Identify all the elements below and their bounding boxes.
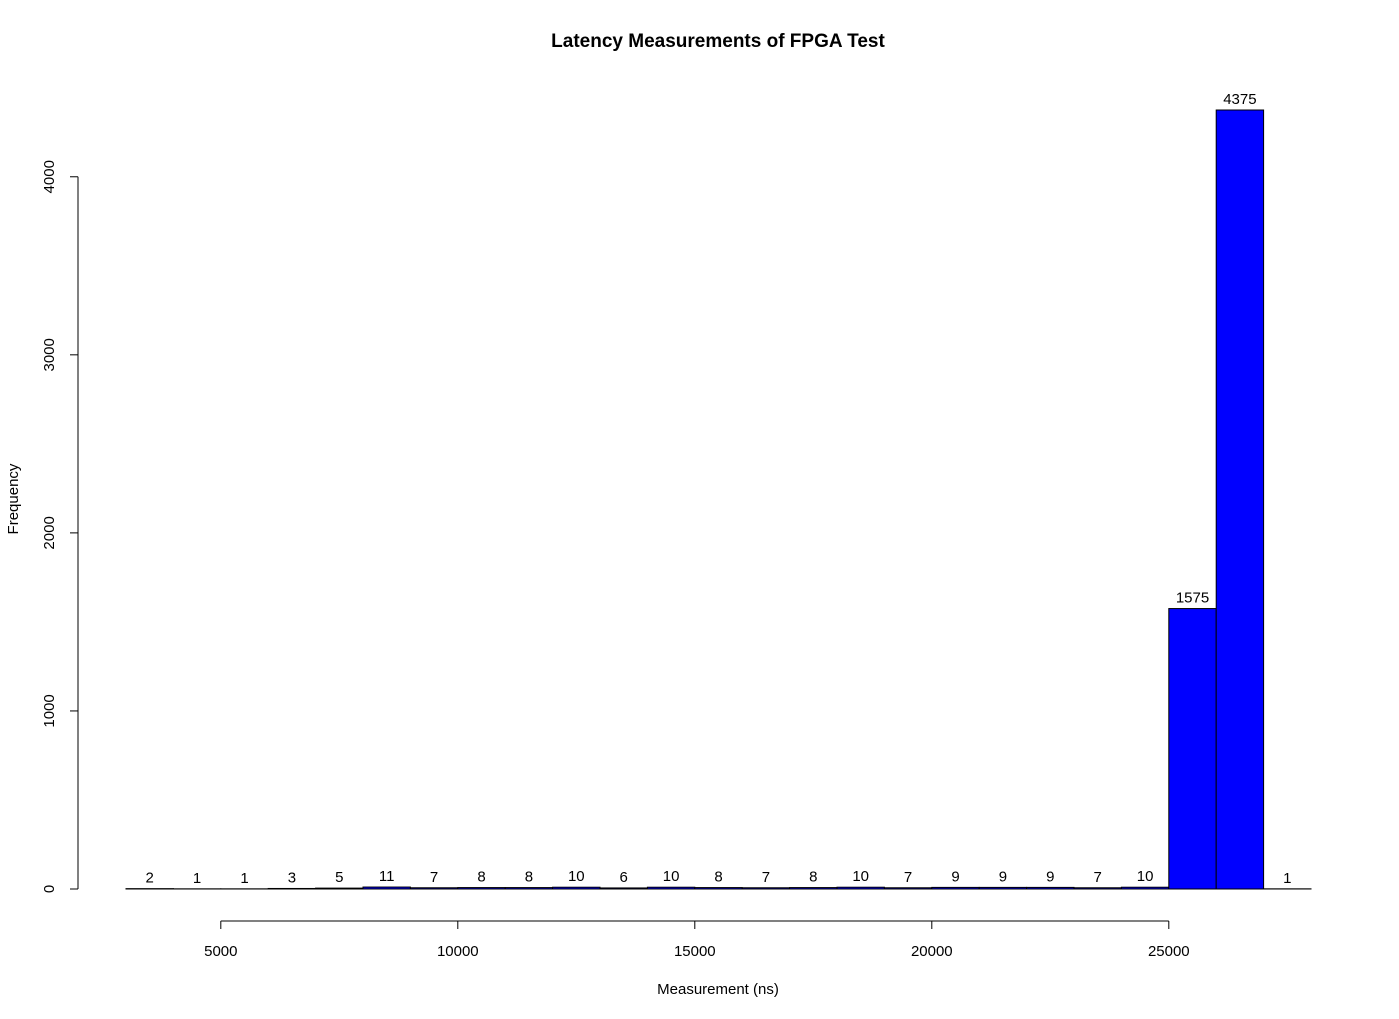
bar-count-label: 8	[809, 869, 817, 886]
y-tick-label: 3000	[41, 338, 58, 371]
bar-count-label: 3	[288, 869, 296, 886]
y-axis-label: Frequency	[5, 463, 22, 534]
x-tick-label: 10000	[437, 943, 479, 960]
bar-count-label: 9	[951, 868, 959, 885]
bar-count-label: 11	[379, 868, 395, 885]
histogram-bar	[1168, 608, 1217, 890]
bar-count-label: 1	[193, 870, 201, 887]
bar-count-label: 6	[620, 869, 628, 886]
bar-count-label: 1	[1283, 870, 1291, 887]
x-tick-label: 20000	[911, 943, 953, 960]
bar-count-label: 10	[568, 868, 585, 885]
bar-count-label: 9	[999, 868, 1007, 885]
histogram-bar	[1215, 109, 1265, 890]
bars-group	[125, 109, 1312, 890]
x-axis-label: Measurement (ns)	[657, 981, 779, 998]
bar-count-label: 7	[430, 869, 438, 886]
chart-title: Latency Measurements of FPGA Test	[551, 31, 885, 52]
y-tick-label: 1000	[41, 694, 58, 727]
bar-count-label: 2	[146, 870, 154, 887]
bar-count-label: 8	[525, 869, 533, 886]
bar-count-label: 8	[714, 869, 722, 886]
y-tick-label: 0	[41, 885, 58, 893]
bar-count-label: 1	[240, 870, 248, 887]
x-axis: 5000 10000 15000 20000 25000	[204, 920, 1190, 960]
y-axis: 0 1000 2000 3000 4000	[41, 160, 79, 893]
x-tick-label: 15000	[674, 943, 716, 960]
bar-count-label: 10	[663, 868, 680, 885]
bar-count-label: 10	[852, 868, 869, 885]
y-tick-label: 4000	[41, 160, 58, 193]
y-tick-label: 2000	[41, 516, 58, 549]
bar-count-label: 7	[762, 869, 770, 886]
bar-count-label: 4375	[1223, 91, 1256, 108]
bar-count-label: 7	[904, 869, 912, 886]
bar-count-label: 10	[1137, 868, 1154, 885]
bar-count-label: 5	[335, 869, 343, 886]
bar-count-label: 7	[1094, 869, 1102, 886]
bar-count-label: 1575	[1176, 590, 1209, 607]
x-tick-label: 5000	[204, 943, 237, 960]
bar-count-label: 9	[1046, 868, 1054, 885]
x-tick-label: 25000	[1148, 943, 1190, 960]
bar-count-label: 8	[477, 869, 485, 886]
